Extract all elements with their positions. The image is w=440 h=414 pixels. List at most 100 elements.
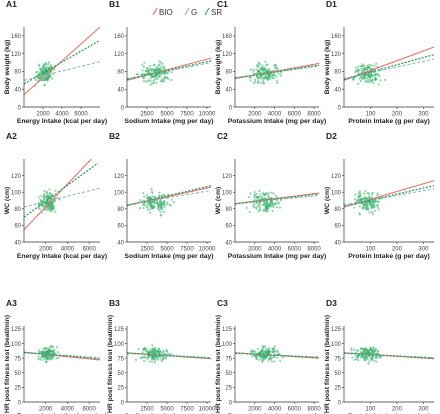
data-point xyxy=(56,197,59,200)
data-point xyxy=(168,203,171,206)
data-point xyxy=(160,202,163,205)
data-point xyxy=(255,196,259,199)
data-point xyxy=(152,69,156,72)
data-point xyxy=(256,205,259,208)
y-tick-label: 40 xyxy=(14,88,21,94)
data-point xyxy=(260,357,263,360)
data-point xyxy=(157,67,160,70)
data-point xyxy=(145,347,148,350)
y-tick-label: 50 xyxy=(117,371,124,377)
data-point xyxy=(57,356,60,359)
data-point xyxy=(255,202,259,205)
data-point xyxy=(261,64,264,67)
panel-b3: B3025507510012525005000750010000Sodium I… xyxy=(107,298,216,414)
data-point xyxy=(371,201,374,204)
x-tick-label: 100 xyxy=(365,247,376,253)
data-point xyxy=(137,73,140,76)
data-point xyxy=(146,357,149,360)
panel-d3: D30255075100125100200300Protein Intake (… xyxy=(324,298,435,414)
data-point xyxy=(360,75,363,79)
panel-id: B2 xyxy=(109,131,120,141)
data-point xyxy=(262,209,265,212)
data-point xyxy=(151,344,154,347)
x-tick-label: 2000 xyxy=(248,112,262,118)
data-point xyxy=(48,74,52,77)
data-point xyxy=(163,352,166,355)
data-point xyxy=(354,66,357,69)
y-tick-label: 120 xyxy=(222,52,233,58)
data-point xyxy=(377,208,380,211)
data-point xyxy=(43,192,46,196)
data-point xyxy=(258,77,261,80)
data-point xyxy=(359,195,362,198)
data-point xyxy=(351,356,354,359)
data-point xyxy=(156,200,159,203)
data-point xyxy=(255,207,258,210)
data-point xyxy=(48,76,51,79)
y-tick-label: 80 xyxy=(225,207,232,213)
data-point xyxy=(254,78,257,81)
data-point xyxy=(279,74,282,77)
y-tick-label: 60 xyxy=(117,224,124,230)
data-point xyxy=(42,64,45,68)
data-point xyxy=(156,350,159,353)
data-point xyxy=(39,356,42,359)
data-point xyxy=(265,207,268,210)
y-axis-label: Body weight (kg) xyxy=(4,40,11,95)
data-point xyxy=(256,72,259,75)
data-point xyxy=(252,68,255,71)
data-point xyxy=(146,208,150,211)
data-point xyxy=(47,207,50,210)
data-point xyxy=(273,360,276,363)
data-point xyxy=(360,199,363,202)
data-point xyxy=(149,202,152,205)
data-point xyxy=(50,346,53,349)
data-point xyxy=(159,349,162,353)
x-tick-label: 2500 xyxy=(140,247,154,253)
data-point xyxy=(249,68,252,71)
data-point xyxy=(276,67,279,70)
y-tick-label: 0 xyxy=(338,400,342,406)
x-tick-label: 2500 xyxy=(140,112,154,118)
data-point xyxy=(41,75,44,78)
series-line-g xyxy=(23,187,101,208)
data-point xyxy=(368,75,371,78)
data-point xyxy=(372,199,375,202)
data-point xyxy=(278,353,281,356)
series-line-bio xyxy=(343,180,435,208)
series-line-bio xyxy=(23,26,101,96)
series-line-sr xyxy=(234,352,320,359)
data-point xyxy=(363,198,366,201)
data-point xyxy=(363,192,366,195)
data-point xyxy=(39,68,42,71)
y-tick-label: 100 xyxy=(114,191,125,197)
data-point xyxy=(43,205,46,208)
data-point xyxy=(372,81,375,85)
data-point xyxy=(153,202,156,205)
data-point xyxy=(143,61,146,64)
data-point xyxy=(168,352,171,356)
data-point xyxy=(150,357,153,361)
x-axis-label: Potassium Intake (mg per day) xyxy=(228,253,327,260)
data-point xyxy=(272,77,276,80)
data-point xyxy=(155,68,158,71)
data-point xyxy=(368,73,371,76)
panel-id: B1 xyxy=(109,0,120,9)
data-point xyxy=(38,207,41,211)
data-point xyxy=(166,201,169,204)
data-point xyxy=(377,83,380,86)
data-point xyxy=(151,191,154,194)
data-point xyxy=(353,206,356,209)
data-point xyxy=(47,63,50,66)
data-point xyxy=(261,359,264,362)
data-point xyxy=(258,206,261,209)
data-point xyxy=(44,68,47,71)
data-point xyxy=(371,213,374,216)
data-point xyxy=(141,203,144,206)
data-point xyxy=(273,345,277,348)
data-point xyxy=(375,355,378,358)
y-axis-label: Body weight (kg) xyxy=(324,40,331,95)
data-point xyxy=(371,78,374,81)
data-point xyxy=(163,193,166,196)
panel-id: D3 xyxy=(326,298,337,308)
